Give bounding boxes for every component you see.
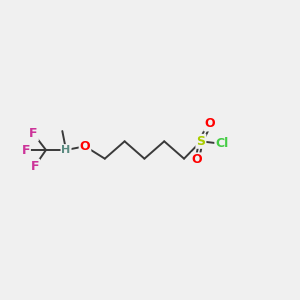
Text: O: O [204,118,215,130]
Text: H: H [61,145,71,155]
Text: Cl: Cl [215,137,229,150]
Text: O: O [192,153,202,167]
Text: S: S [196,135,206,148]
Text: O: O [80,140,90,153]
Text: F: F [21,143,30,157]
Text: F: F [29,128,38,140]
Text: F: F [31,160,39,172]
